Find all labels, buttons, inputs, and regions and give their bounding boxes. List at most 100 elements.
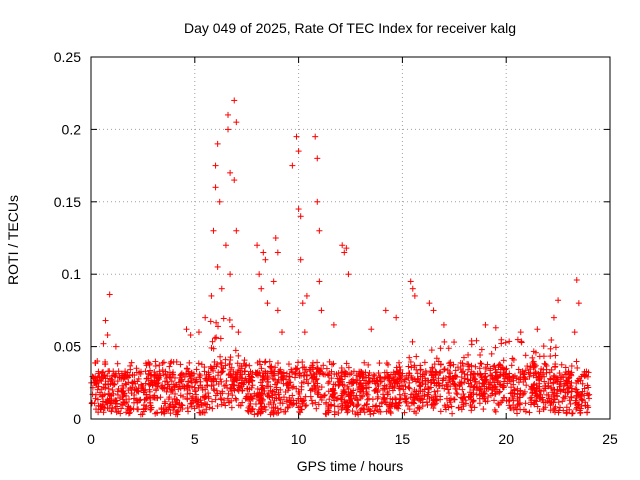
data-point bbox=[480, 406, 487, 413]
y-tick-label: 0.05 bbox=[54, 339, 81, 355]
data-point bbox=[233, 396, 240, 403]
data-point bbox=[435, 380, 442, 387]
data-point bbox=[100, 409, 107, 416]
data-point bbox=[402, 383, 409, 390]
axes: 0 5 10 15 20 25 0 0.05 0.1 0.15 0.2 0.25 bbox=[54, 49, 618, 447]
data-point bbox=[502, 375, 509, 382]
data-point bbox=[186, 390, 193, 397]
data-point bbox=[472, 363, 479, 370]
data-point bbox=[567, 400, 574, 407]
data-point bbox=[330, 387, 337, 394]
data-point bbox=[339, 402, 346, 409]
data-point bbox=[227, 366, 234, 373]
data-point bbox=[220, 399, 227, 406]
data-point bbox=[260, 249, 267, 256]
data-point bbox=[410, 391, 417, 398]
data-point bbox=[435, 358, 442, 365]
data-point bbox=[509, 374, 516, 381]
data-point bbox=[508, 362, 515, 369]
data-point bbox=[274, 360, 281, 367]
data-point bbox=[104, 373, 111, 380]
data-point bbox=[358, 386, 365, 393]
data-point bbox=[100, 368, 107, 375]
data-point bbox=[312, 133, 319, 140]
data-point bbox=[210, 382, 217, 389]
data-point bbox=[167, 360, 174, 367]
data-point bbox=[401, 409, 408, 416]
data-point bbox=[509, 355, 516, 362]
data-point bbox=[161, 384, 168, 391]
data-point bbox=[565, 375, 572, 382]
data-point bbox=[330, 360, 337, 367]
data-point bbox=[353, 392, 360, 399]
y-axis-label: ROTI / TECUs bbox=[5, 195, 21, 285]
data-point bbox=[493, 373, 500, 380]
data-point bbox=[542, 385, 549, 392]
data-point bbox=[540, 399, 547, 406]
data-point bbox=[109, 380, 116, 387]
data-point bbox=[449, 410, 456, 417]
data-point bbox=[241, 357, 248, 364]
data-point bbox=[222, 402, 229, 409]
data-point bbox=[382, 374, 389, 381]
data-point bbox=[564, 409, 571, 416]
data-point bbox=[460, 390, 467, 397]
data-point bbox=[325, 388, 332, 395]
data-point bbox=[436, 370, 443, 377]
data-point bbox=[377, 373, 384, 380]
data-point bbox=[300, 397, 307, 404]
data-point bbox=[467, 377, 474, 384]
data-point bbox=[254, 359, 261, 366]
data-point bbox=[169, 385, 176, 392]
data-point bbox=[196, 374, 203, 381]
data-point bbox=[234, 373, 241, 380]
data-point bbox=[562, 364, 569, 371]
data-point bbox=[102, 380, 109, 387]
data-point bbox=[458, 406, 465, 413]
data-point bbox=[205, 369, 212, 376]
data-point bbox=[426, 300, 433, 307]
data-point bbox=[354, 409, 361, 416]
data-point bbox=[419, 396, 426, 403]
data-point bbox=[152, 358, 159, 365]
data-point bbox=[255, 410, 262, 417]
data-point bbox=[466, 363, 473, 370]
data-point bbox=[563, 380, 570, 387]
data-point bbox=[105, 385, 112, 392]
x-axis-label: GPS time / hours bbox=[297, 458, 404, 474]
data-point bbox=[554, 386, 561, 393]
data-point bbox=[264, 300, 271, 307]
data-point bbox=[234, 377, 241, 384]
data-point bbox=[555, 399, 562, 406]
data-point bbox=[476, 365, 483, 372]
data-point bbox=[514, 385, 521, 392]
data-point bbox=[492, 344, 499, 351]
data-point bbox=[284, 404, 291, 411]
data-point bbox=[299, 359, 306, 366]
data-point bbox=[551, 364, 558, 371]
data-point bbox=[389, 383, 396, 390]
data-point bbox=[444, 367, 451, 374]
data-point bbox=[432, 368, 439, 375]
data-point bbox=[126, 396, 133, 403]
data-point bbox=[225, 390, 232, 397]
data-point bbox=[230, 385, 237, 392]
data-point bbox=[323, 365, 330, 372]
data-point bbox=[343, 360, 350, 367]
data-point bbox=[500, 394, 507, 401]
data-point bbox=[254, 370, 261, 377]
data-point bbox=[225, 111, 232, 118]
data-point bbox=[465, 393, 472, 400]
data-point bbox=[113, 397, 120, 404]
data-point bbox=[106, 368, 113, 375]
data-point bbox=[218, 396, 225, 403]
data-point bbox=[266, 394, 273, 401]
data-point bbox=[492, 369, 499, 376]
data-point bbox=[227, 356, 234, 363]
data-point bbox=[337, 377, 344, 384]
data-point bbox=[172, 390, 179, 397]
data-point bbox=[232, 395, 239, 402]
data-point bbox=[450, 361, 457, 368]
data-point bbox=[202, 393, 209, 400]
